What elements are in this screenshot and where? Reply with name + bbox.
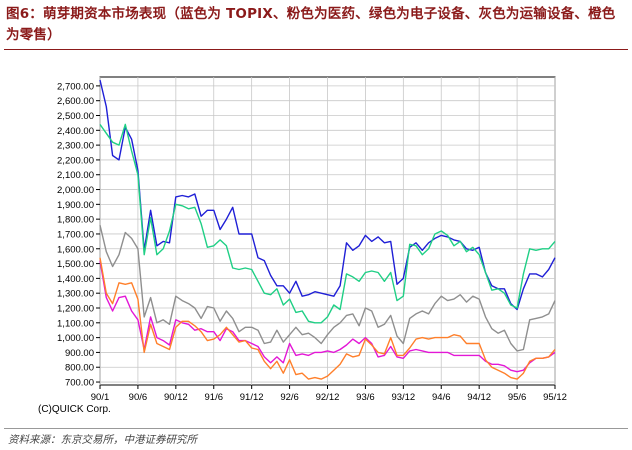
y-tick-label: 700.00: [65, 378, 94, 389]
y-tick-label: 1,800.00: [57, 215, 94, 226]
x-tick-label: 93/6: [356, 392, 375, 400]
x-tick-label: 93/12: [391, 392, 415, 400]
gridlines: [99, 77, 556, 385]
x-tick-label: 92/12: [316, 392, 340, 400]
x-axis: 90/1 90/6 90/12 91/6 91/12 92/6 92/12 93/6 93/12…: [91, 385, 567, 400]
x-tick-label: 90/12: [164, 392, 188, 400]
series-line-1: [99, 260, 556, 373]
x-tick-label: 95/6: [508, 392, 527, 400]
y-tick-label: 1,900.00: [57, 200, 94, 211]
y-axis: 700.00 800.00 900.00 1,000.00 1,100.00 1,200.…: [57, 81, 100, 389]
y-tick-label: 1,000.00: [57, 333, 94, 344]
y-tick-label: 1,600.00: [57, 244, 94, 255]
series-line-0: [99, 79, 556, 311]
title-divider: [4, 49, 628, 50]
chart-title: 图6：萌芽期资本市场表现（蓝色为 TOPIX、粉色为医药、绿色为电子设备、灰色为…: [6, 6, 616, 43]
y-tick-label: 1,200.00: [57, 304, 94, 315]
x-tick-label: 90/1: [91, 392, 110, 400]
y-tick-label: 2,200.00: [57, 155, 94, 166]
source-divider: [4, 428, 628, 429]
series-line-4: [99, 257, 556, 380]
y-tick-label: 1,100.00: [57, 318, 94, 329]
y-tick-label: 1,400.00: [57, 274, 94, 285]
x-tick-label: 90/6: [129, 392, 148, 400]
y-tick-label: 2,000.00: [57, 185, 94, 196]
x-tick-label: 94/6: [432, 392, 451, 400]
y-tick-label: 1,500.00: [57, 259, 94, 270]
y-tick-label: 1,700.00: [57, 229, 94, 240]
series-lines: [99, 79, 556, 380]
copyright-note: (C)QUICK Corp.: [38, 404, 111, 415]
series-line-2: [99, 123, 556, 324]
y-tick-label: 2,400.00: [57, 126, 94, 137]
x-tick-label: 95/12: [543, 392, 567, 400]
x-tick-label: 92/6: [280, 392, 299, 400]
y-tick-label: 1,300.00: [57, 289, 94, 300]
source-note: 资料来源：东京交易所，中港证券研究所: [8, 434, 197, 446]
y-tick-label: 2,700.00: [57, 81, 94, 92]
x-tick-label: 94/12: [467, 392, 491, 400]
y-tick-label: 900.00: [65, 348, 94, 359]
y-tick-label: 2,500.00: [57, 111, 94, 122]
line-chart: 700.00 800.00 900.00 1,000.00 1,100.00 1,200.…: [57, 76, 567, 400]
y-tick-label: 2,300.00: [57, 141, 94, 152]
y-tick-label: 800.00: [65, 363, 94, 374]
x-tick-label: 91/12: [240, 392, 264, 400]
x-tick-label: 91/6: [205, 392, 224, 400]
series-line-3: [99, 224, 556, 352]
y-tick-label: 2,100.00: [57, 170, 94, 181]
y-tick-label: 2,600.00: [57, 96, 94, 107]
